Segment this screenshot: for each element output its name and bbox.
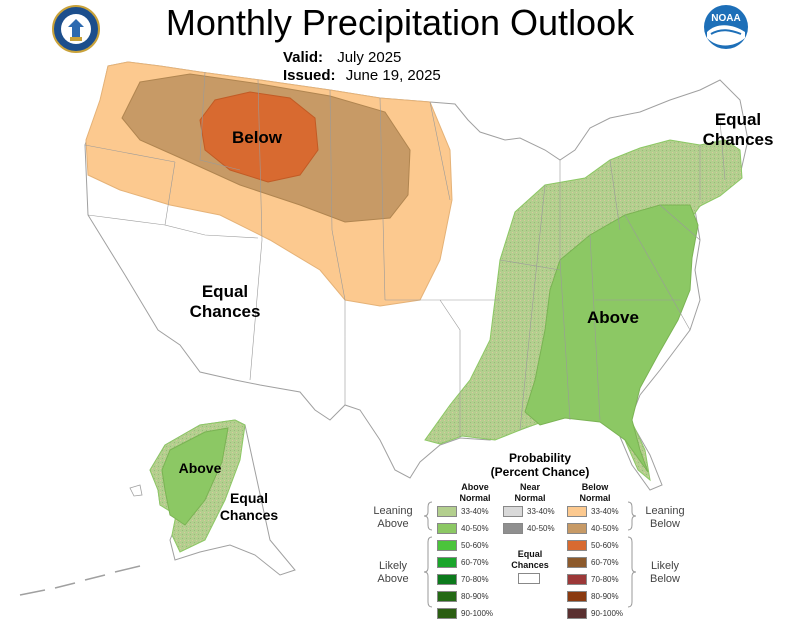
below-50-region	[199, 91, 319, 183]
ne-equal-label: Equal Chances	[697, 110, 779, 150]
legend-above-swatch	[437, 557, 457, 568]
valid-value: July 2025	[337, 49, 402, 66]
noaa-logo-text: NOAA	[711, 13, 741, 24]
issued-label: Issued:	[283, 67, 336, 84]
legend-below-bin-label: 50-60%	[591, 541, 619, 550]
legend-likely-below-line2: Below	[650, 573, 680, 585]
legend-above-swatch	[437, 523, 457, 534]
legend-near-swatch	[503, 506, 523, 517]
alaska-equal-line1: Equal	[229, 490, 269, 506]
legend-leaning-below-line1: Leaning	[645, 505, 685, 517]
legend-near-header-line1: Near	[519, 482, 540, 492]
west-equal-label: Equal Chances	[180, 282, 270, 322]
legend-below-header-line1: Below	[581, 482, 609, 492]
legend-below-swatch	[567, 540, 587, 551]
alaska-island	[129, 484, 143, 497]
legend-below-swatch	[567, 591, 587, 602]
legend-below-swatch	[567, 574, 587, 585]
legend-above-bin-label: 50-60%	[461, 541, 489, 550]
legend-below-bin-label: 33-40%	[591, 507, 619, 516]
alaska-equal-label: Equal Chances	[214, 490, 284, 524]
legend-title: Probability (Percent Chance)	[460, 451, 620, 479]
legend-leaning-below-line2: Below	[650, 518, 680, 530]
legend-title-line2: (Percent Chance)	[490, 465, 590, 479]
legend-below-swatch	[567, 557, 587, 568]
legend-below-swatch	[567, 506, 587, 517]
legend-leaning-above-label: Leaning Above	[360, 505, 426, 531]
legend-below-bin-label: 70-80%	[591, 575, 619, 584]
legend-leaning-above-line1: Leaning	[373, 505, 413, 517]
issued-value: June 19, 2025	[345, 67, 441, 84]
legend-above-swatch	[437, 608, 457, 619]
ne-equal-line1: Equal	[714, 110, 762, 129]
noaa-logo-icon: NOAA	[703, 4, 749, 50]
legend-equal-line1: Equal	[517, 549, 543, 559]
alaska-above-40	[161, 427, 229, 526]
legend-likely-above-line2: Above	[377, 573, 409, 585]
above-40-region	[524, 204, 699, 473]
aleutian-islands	[19, 565, 141, 596]
legend-below-bin-label: 90-100%	[591, 609, 624, 618]
legend-likely-above-label: Likely Above	[360, 560, 426, 586]
legend-above-swatch	[437, 506, 457, 517]
legend-above-swatch	[437, 574, 457, 585]
legend-title-line1: Probability	[508, 451, 571, 465]
west-equal-line2: Chances	[189, 302, 261, 321]
legend-leaning-below-label: Leaning Below	[632, 505, 698, 531]
legend-near-header-line2: Normal	[514, 493, 546, 503]
commerce-seal-icon	[52, 5, 100, 53]
legend-likely-below-label: Likely Below	[632, 560, 698, 586]
legend-near-swatch	[503, 523, 523, 534]
legend-above-bin-label: 60-70%	[461, 558, 489, 567]
below-map-label: Below	[231, 128, 283, 147]
legend-equal-label: Equal Chances	[503, 549, 557, 571]
legend-above-bin-label: 90-100%	[461, 609, 494, 618]
legend-likely-above-line1: Likely	[378, 560, 408, 572]
legend-near-header: Near Normal	[500, 482, 560, 504]
legend-below-bin-label: 60-70%	[591, 558, 619, 567]
legend-above-header: Above Normal	[445, 482, 505, 504]
legend-above-bin-label: 80-90%	[461, 592, 489, 601]
legend-equal-swatch	[518, 573, 540, 584]
legend-leaning-above-line2: Above	[377, 518, 409, 530]
issued-line: Issued: June 19, 2025	[283, 67, 441, 85]
legend-near-bin-label: 40-50%	[527, 524, 555, 533]
legend-below-header: Below Normal	[565, 482, 625, 504]
west-equal-line1: Equal	[201, 282, 249, 301]
legend-below-bin-label: 40-50%	[591, 524, 619, 533]
state-borders	[84, 71, 726, 438]
above-map-label: Above	[587, 308, 639, 327]
legend-below-swatch	[567, 523, 587, 534]
page-title: Monthly Precipitation Outlook	[165, 2, 635, 43]
legend-equal-line2: Chances	[511, 560, 549, 570]
legend-above-header-line2: Normal	[459, 493, 491, 503]
alaska-equal-line2: Chances	[219, 507, 279, 523]
legend-near-bin-label: 33-40%	[527, 507, 555, 516]
legend-below-bin-label: 80-90%	[591, 592, 619, 601]
legend-above-bin-label: 33-40%	[461, 507, 489, 516]
legend-below-header-line2: Normal	[579, 493, 611, 503]
valid-label: Valid:	[283, 49, 324, 66]
legend-above-swatch	[437, 540, 457, 551]
legend-above-swatch	[437, 591, 457, 602]
legend-below-swatch	[567, 608, 587, 619]
legend-likely-below-line1: Likely	[650, 560, 680, 572]
alaska-above-label: Above	[178, 460, 222, 476]
legend-above-header-line1: Above	[461, 482, 489, 492]
ne-equal-line2: Chances	[702, 130, 774, 149]
legend-above-bin-label: 40-50%	[461, 524, 489, 533]
legend-above-bin-label: 70-80%	[461, 575, 489, 584]
valid-line: Valid: July 2025	[283, 49, 401, 67]
